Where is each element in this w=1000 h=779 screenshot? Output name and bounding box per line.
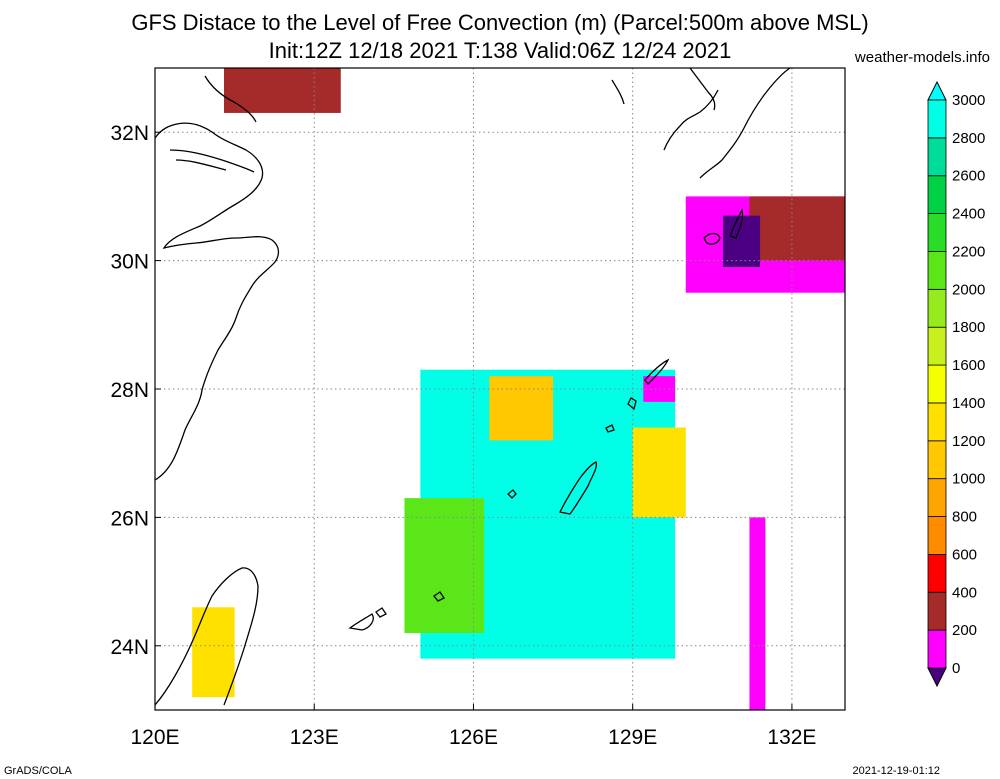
colorbar: 0 200 400 600 800 1000 1200 1400 1600 1800 2000 220… <box>927 80 985 688</box>
x-tick-label: 123E <box>290 726 339 749</box>
island-tokara <box>644 358 670 385</box>
colorbar-label: 2200 <box>952 243 985 260</box>
colorbar-swatch <box>927 554 947 593</box>
site-label: weather-models.info <box>854 49 990 66</box>
colorbar-min-triangle <box>927 667 947 688</box>
colorbar-max-triangle <box>927 80 947 101</box>
kyushu-coast <box>663 67 791 179</box>
field-region-okinawa-west <box>404 498 485 633</box>
colorbar-swatch <box>927 478 947 517</box>
colorbar-label: 400 <box>952 584 977 601</box>
colorbar-swatch <box>927 288 947 328</box>
y-tick-label: 32N <box>110 122 149 145</box>
china-coast <box>154 122 280 481</box>
colorbar-label: 2800 <box>952 130 985 147</box>
colorbar-swatch <box>927 591 947 631</box>
colorbar-label: 2600 <box>952 168 985 185</box>
colorbar-swatch <box>927 629 947 669</box>
colorbar-swatch <box>927 364 947 404</box>
colorbar-swatch <box>927 175 947 215</box>
colorbar-label: 1800 <box>952 319 985 336</box>
island-sakishima-1 <box>433 591 445 602</box>
colorbar-swatch <box>927 137 947 177</box>
colorbar-swatch <box>927 440 947 480</box>
field-region-east-strip <box>749 517 766 710</box>
colorbar-label: 2400 <box>952 206 985 223</box>
colorbar-swatch <box>927 99 947 139</box>
colorbar-label: 1200 <box>952 433 985 450</box>
colorbar-swatch <box>927 516 947 555</box>
colorbar-label: 1600 <box>952 357 985 374</box>
tanegashima <box>729 208 744 239</box>
x-tick-label: 132E <box>767 726 816 749</box>
y-tick-label: 28N <box>110 379 149 402</box>
colorbar-label: 0 <box>952 660 960 677</box>
colorbar-label: 3000 <box>952 92 985 109</box>
colorbar-swatch <box>927 251 947 290</box>
taiwan-coast <box>154 567 259 706</box>
x-tick-label: 120E <box>130 726 179 749</box>
y-tick-label: 30N <box>110 251 149 274</box>
japan-outline-north <box>611 67 716 111</box>
yangtze-estuary <box>169 149 255 173</box>
coastlines <box>154 67 791 706</box>
field-region-taiwan-east <box>192 607 235 698</box>
field-region-kyushu-south-brown <box>749 196 845 261</box>
footer-left: GrADS/COLA <box>4 765 73 777</box>
colorbar-label: 1400 <box>952 395 985 412</box>
field-region-okinawa-north-edge <box>489 376 554 441</box>
colorbar-label: 1000 <box>952 471 985 488</box>
colorbar-label: 2000 <box>952 281 985 298</box>
field-region-okinawa-east-edge <box>632 427 686 518</box>
x-tick-label: 126E <box>449 726 498 749</box>
y-tick-label: 24N <box>110 636 149 659</box>
island-sakishima-3 <box>375 607 387 618</box>
y-tick-label: 26N <box>110 507 149 530</box>
island-small-1 <box>507 489 517 499</box>
colorbar-label: 800 <box>952 509 977 526</box>
okinawa-main-island <box>559 461 598 515</box>
colorbar-swatch <box>927 402 947 442</box>
yakushima <box>703 232 721 245</box>
island-small-2 <box>605 424 615 433</box>
colorbar-swatch <box>927 213 947 252</box>
shanghai-bay <box>204 75 257 123</box>
field-region-north-strip <box>224 68 341 113</box>
colorbar-label: 200 <box>952 622 977 639</box>
chart-title: GFS Distace to the Level of Free Convect… <box>131 10 868 35</box>
footer-right: 2021-12-19-01:12 <box>853 765 940 777</box>
colorbar-swatch <box>927 326 947 366</box>
colorbar-label: 600 <box>952 546 977 563</box>
chart-subtitle: Init:12Z 12/18 2021 T:138 Valid:06Z 12/2… <box>269 38 732 63</box>
axes: 120E 123E 126E 129E 132E 24N 26N 28N 30N 32N <box>110 122 816 749</box>
island-sakishima-2 <box>348 613 374 631</box>
island-amami <box>627 397 637 411</box>
plot-area <box>154 67 846 711</box>
x-tick-label: 129E <box>608 726 657 749</box>
